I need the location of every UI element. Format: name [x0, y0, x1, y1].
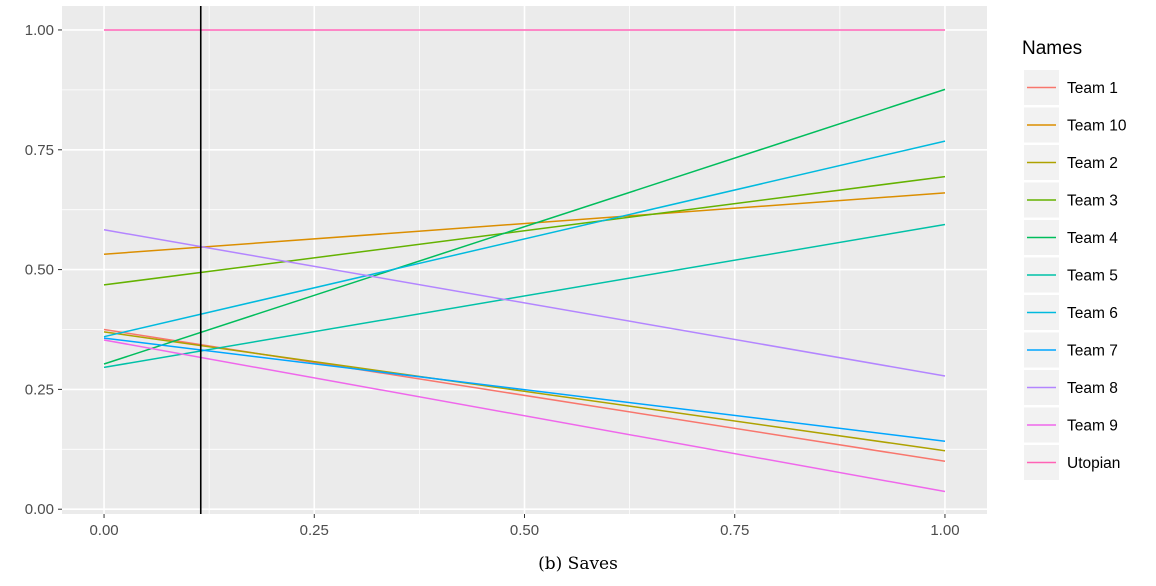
x-tick-label: 1.00	[930, 522, 959, 539]
series-lines	[103, 29, 946, 493]
legend-label-team-7: Team 7	[1067, 343, 1118, 360]
x-tick-label: 0.75	[720, 522, 749, 539]
series-line-team-7	[103, 337, 946, 442]
legend-label-utopian: Utopian	[1067, 455, 1120, 472]
series-line-team-8	[103, 229, 946, 377]
legend-label-team-4: Team 4	[1067, 230, 1118, 247]
series-line-team-4	[103, 88, 946, 365]
series-line-team-2	[103, 331, 946, 452]
series-line-team-3	[103, 175, 946, 286]
legend-label-team-5: Team 5	[1067, 268, 1118, 285]
y-tick-label: 0.50	[25, 262, 54, 279]
y-tick-label: 1.00	[25, 22, 54, 39]
legend-label-team-2: Team 2	[1067, 155, 1118, 172]
figure-caption: (b) Saves	[538, 554, 618, 574]
legend-label-team-6: Team 6	[1067, 305, 1118, 322]
series-line-team-10	[103, 192, 946, 255]
x-tick-label: 0.50	[510, 522, 539, 539]
x-tick-label: 0.25	[300, 522, 329, 539]
y-tick-label: 0.00	[25, 501, 54, 518]
legend-label-team-8: Team 8	[1067, 380, 1118, 397]
line-chart: 0.00 0.25 0.50 0.75 1.00 0.00 0.25 0.50 0.75 1.0…	[25, 6, 1127, 539]
x-tick-label: 0.00	[89, 522, 118, 539]
series-line-team-5	[103, 223, 946, 369]
series-line-team-9	[103, 339, 946, 493]
x-axis: 0.00 0.25 0.50 0.75 1.00	[89, 514, 960, 539]
legend-label-team-3: Team 3	[1067, 193, 1118, 210]
legend-title: Names	[1022, 38, 1082, 59]
legend-label-team-10: Team 10	[1067, 118, 1127, 135]
legend-items: Team 1 Team 10 Team 2 Team 3 Team 4 Team 5 Tea…	[1024, 70, 1127, 480]
series-line-team-6	[103, 140, 946, 338]
legend-label-team-1: Team 1	[1067, 80, 1118, 97]
legend-label-team-9: Team 9	[1067, 418, 1118, 435]
y-tick-label: 0.75	[25, 142, 54, 159]
y-axis: 0.00 0.25 0.50 0.75 1.00	[25, 22, 62, 518]
y-tick-label: 0.25	[25, 381, 54, 398]
